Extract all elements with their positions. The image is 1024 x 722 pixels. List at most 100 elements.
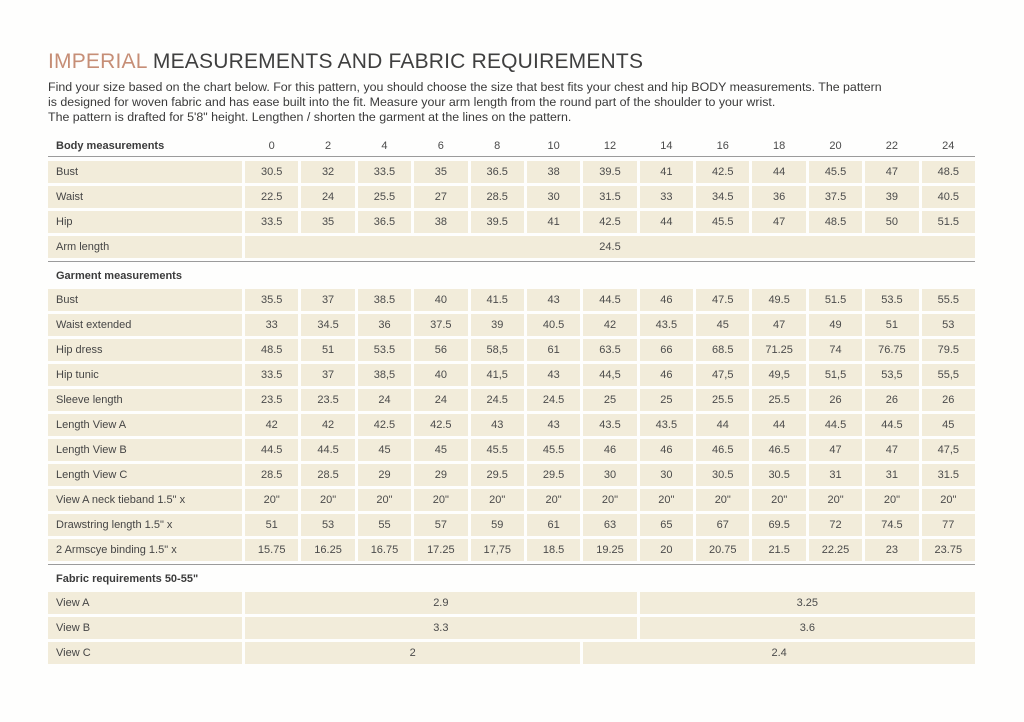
value-cell: 18.5	[526, 539, 581, 561]
value-cell: 79.5	[921, 339, 975, 361]
value-cell: 20"	[639, 489, 694, 511]
table-row: Length View C 28.5 28.5 29 29 29.5 29.5 30 30 30.…	[48, 464, 975, 486]
value-cell: 26	[921, 389, 975, 411]
value-cell: 44,5	[583, 364, 637, 386]
row-label: Waist extended	[48, 314, 242, 336]
value-cell: 47,5	[696, 364, 750, 386]
value-cell: 48.5	[245, 339, 299, 361]
value-cell: 76.75	[865, 339, 919, 361]
value-cell-span: 3.6	[639, 617, 975, 639]
table-row: 2 Armscye binding 1.5" x 15.75 16.25 16.75 1…	[48, 539, 975, 561]
value-cell: 30.5	[245, 161, 299, 183]
value-cell: 17,75	[470, 539, 524, 561]
row-label: Hip dress	[48, 339, 242, 361]
value-cell: 53.5	[865, 289, 919, 311]
value-cell: 46	[583, 439, 637, 461]
value-cell: 30	[526, 186, 581, 208]
value-cell: 48.5	[921, 161, 975, 183]
intro-line: The pattern is drafted for 5'8" height. …	[48, 110, 572, 124]
value-cell: 20"	[301, 489, 355, 511]
value-cell: 39	[865, 186, 919, 208]
page-title-rest: MEASUREMENTS AND FABRIC REQUIREMENTS	[146, 50, 644, 73]
value-cell: 43	[526, 364, 581, 386]
value-cell: 33.5	[357, 161, 412, 183]
table-row: Waist 22.5 24 25.5 27 28.5 30 31.5 33 34.5 36 37.5 3…	[48, 186, 975, 208]
table-row: Bust 35.5 37 38.5 40 41.5 43 44.5 46 47.5 49.5 51.5…	[48, 289, 975, 311]
value-cell: 47	[865, 439, 919, 461]
value-cell: 31	[865, 464, 919, 486]
value-cell: 51	[865, 314, 919, 336]
value-cell: 36.5	[357, 211, 412, 233]
table-row: View C 2 2.4	[48, 642, 975, 664]
table-row: View B 3.3 3.6	[48, 617, 975, 639]
value-cell: 20"	[921, 489, 975, 511]
value-cell: 35	[414, 161, 468, 183]
value-cell: 43.5	[639, 414, 694, 436]
value-cell: 43	[470, 414, 524, 436]
value-cell: 45.5	[696, 211, 750, 233]
value-cell: 23	[865, 539, 919, 561]
value-cell: 30	[639, 464, 694, 486]
value-cell: 41	[526, 211, 581, 233]
value-cell-span: 3.3	[245, 617, 637, 639]
value-cell: 24	[301, 186, 355, 208]
table-row: Length View A 42 42 42.5 42.5 43 43 43.5 43.5 44 4…	[48, 414, 975, 436]
value-cell: 44	[696, 414, 750, 436]
value-cell-span: 24.5	[245, 236, 975, 258]
value-cell: 20"	[245, 489, 299, 511]
value-cell: 40.5	[526, 314, 581, 336]
value-cell: 44.5	[245, 439, 299, 461]
value-cell: 39	[470, 314, 524, 336]
value-cell: 20"	[865, 489, 919, 511]
value-cell: 16.75	[357, 539, 412, 561]
size-column-header: 24	[942, 140, 955, 152]
value-cell: 31.5	[583, 186, 637, 208]
value-cell: 45.5	[526, 439, 581, 461]
value-cell: 42	[301, 414, 355, 436]
value-cell: 51.5	[921, 211, 975, 233]
value-cell: 37	[301, 364, 355, 386]
row-label: 2 Armscye binding 1.5" x	[48, 539, 242, 561]
row-label: View A	[48, 592, 242, 614]
value-cell: 25	[639, 389, 694, 411]
value-cell: 53,5	[865, 364, 919, 386]
value-cell: 58,5	[470, 339, 524, 361]
size-column-header: 8	[494, 140, 501, 152]
table-row: Waist extended 33 34.5 36 37.5 39 40.5 42 43.5 45…	[48, 314, 975, 336]
row-label: View A neck tieband 1.5" x	[48, 489, 242, 511]
value-cell: 65	[639, 514, 694, 536]
value-cell: 25.5	[752, 389, 806, 411]
value-cell: 20	[639, 539, 694, 561]
value-cell: 74.5	[865, 514, 919, 536]
value-cell: 44.5	[583, 289, 637, 311]
value-cell: 39.5	[583, 161, 637, 183]
size-column-header: 14	[660, 140, 673, 152]
value-cell: 40.5	[921, 186, 975, 208]
value-cell: 46.5	[752, 439, 806, 461]
content: IMPERIAL MEASUREMENTS AND FABRIC REQUIRE…	[48, 50, 975, 667]
table-row: Drawstring length 1.5" x 51 53 55 57 59 61 63 65…	[48, 514, 975, 536]
value-cell: 24.5	[526, 389, 581, 411]
value-cell: 36.5	[470, 161, 524, 183]
value-cell: 42.5	[583, 211, 637, 233]
value-cell: 30	[583, 464, 637, 486]
value-cell: 45.5	[470, 439, 524, 461]
table-row: Length View B 44.5 44.5 45 45 45.5 45.5 46 46 46.…	[48, 439, 975, 461]
value-cell: 63	[583, 514, 637, 536]
value-cell: 51.5	[808, 289, 863, 311]
value-cell: 53.5	[357, 339, 412, 361]
page-title: IMPERIAL MEASUREMENTS AND FABRIC REQUIRE…	[48, 50, 975, 74]
section-header-garment: Garment measurements	[56, 270, 182, 282]
value-cell: 39.5	[470, 211, 524, 233]
value-cell: 43	[526, 289, 581, 311]
section-header-row: Fabric requirements 50-55"	[48, 564, 975, 589]
value-cell: 34.5	[301, 314, 355, 336]
value-cell: 41,5	[470, 364, 524, 386]
value-cell: 23.75	[921, 539, 975, 561]
value-cell: 38,5	[357, 364, 412, 386]
value-cell: 20"	[414, 489, 468, 511]
row-label: View C	[48, 642, 242, 664]
table-row: Bust 30.5 32 33.5 35 36.5 38 39.5 41 42.5 44 45.5 47…	[48, 161, 975, 183]
size-column-header: 22	[885, 140, 899, 152]
value-cell-span: 2	[245, 642, 581, 664]
